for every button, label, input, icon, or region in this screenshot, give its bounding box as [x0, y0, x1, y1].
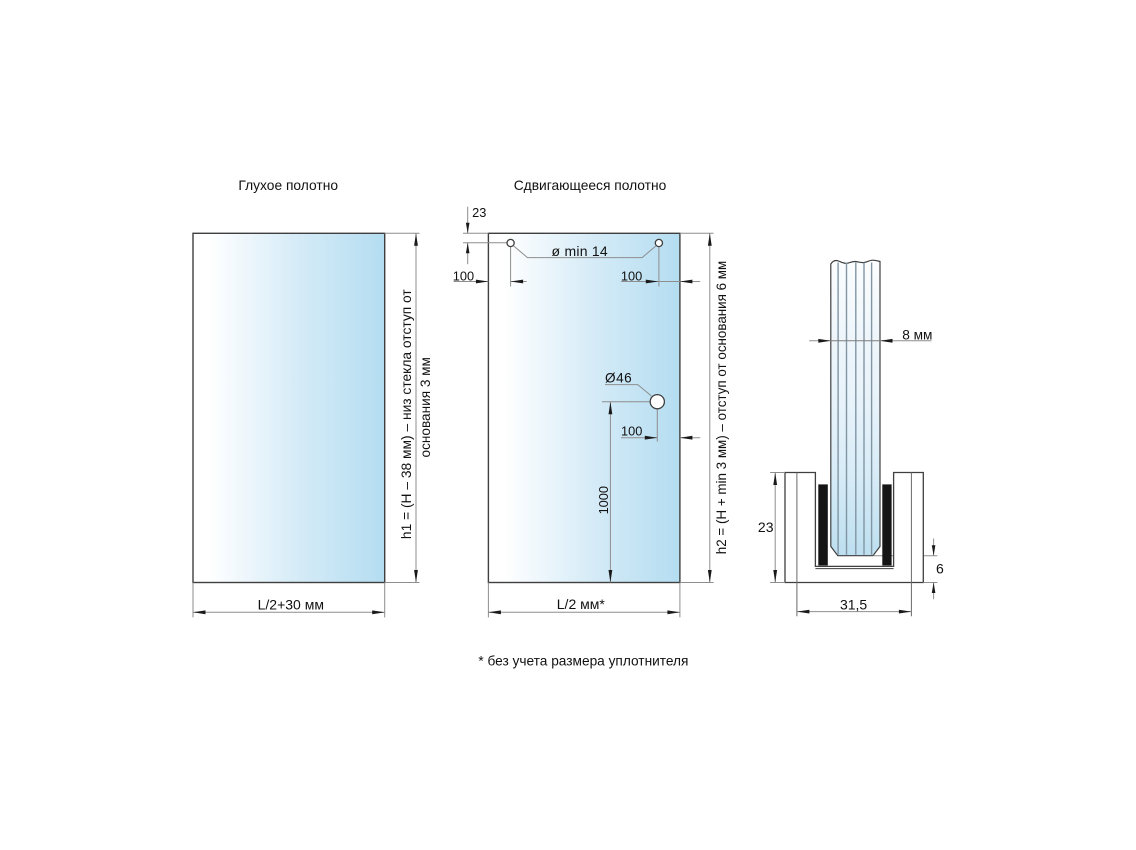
svg-text:h2 = (H + min 3 мм) – отступ о: h2 = (H + min 3 мм) – отступ от основани… — [714, 261, 729, 554]
svg-text:Сдвигающееся полотно: Сдвигающееся полотно — [514, 178, 667, 193]
svg-text:h1 = (H – 38 мм) – низ стекла: h1 = (H – 38 мм) – низ стекла отступ от — [399, 289, 414, 540]
svg-text:ø min 14: ø min 14 — [552, 243, 608, 259]
svg-text:8 мм: 8 мм — [902, 327, 932, 342]
svg-text:основания 3 мм: основания 3 мм — [418, 357, 433, 457]
svg-text:1000: 1000 — [596, 486, 611, 514]
svg-text:Глухое полотно: Глухое полотно — [238, 178, 338, 193]
svg-text:23: 23 — [472, 205, 486, 220]
svg-text:Ø46: Ø46 — [605, 371, 632, 386]
svg-text:100: 100 — [621, 268, 642, 283]
svg-text:100: 100 — [453, 268, 474, 283]
svg-text:23: 23 — [758, 519, 774, 535]
svg-text:L/2+30 мм: L/2+30 мм — [258, 596, 324, 612]
svg-text:* без учета размера уплотнител: * без учета размера уплотнителя — [478, 653, 688, 668]
svg-text:100: 100 — [621, 423, 642, 438]
svg-text:6: 6 — [936, 561, 944, 577]
svg-text:L/2 мм*: L/2 мм* — [557, 596, 606, 612]
svg-text:31,5: 31,5 — [840, 596, 867, 612]
